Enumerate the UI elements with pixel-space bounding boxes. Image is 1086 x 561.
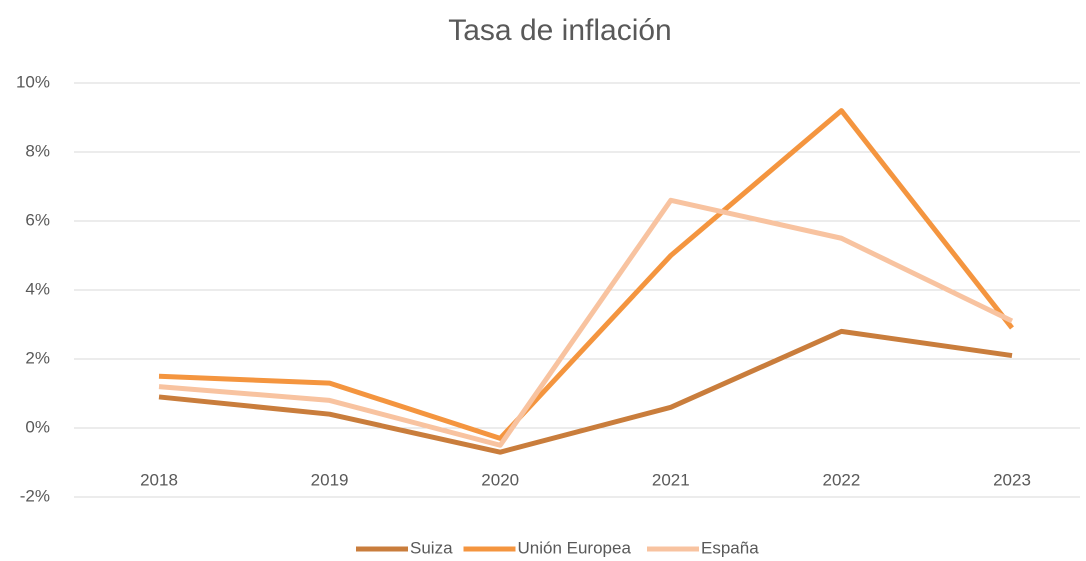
y-tick-label: 2% <box>25 348 50 367</box>
x-tick-label: 2019 <box>311 470 349 489</box>
y-tick-label: 8% <box>25 141 50 160</box>
y-tick-label: 4% <box>25 279 50 298</box>
x-tick-label: 2018 <box>140 470 178 489</box>
series-line <box>158 108 1014 441</box>
y-tick-label: -2% <box>20 486 50 505</box>
x-tick-label: 2020 <box>481 470 519 489</box>
y-tick-label: 6% <box>25 210 50 229</box>
series-line <box>158 328 1013 455</box>
chart-title: Tasa de inflación <box>448 14 671 47</box>
x-tick-label: 2021 <box>652 470 690 489</box>
legend-label: España <box>701 538 759 557</box>
legend-label: Suiza <box>410 538 453 557</box>
legend-label: Unión Europea <box>518 538 632 557</box>
series-line <box>158 197 1014 448</box>
y-tick-label: 0% <box>25 417 50 436</box>
x-tick-label: 2023 <box>993 470 1031 489</box>
x-tick-label: 2022 <box>822 470 860 489</box>
y-tick-label: 10% <box>16 72 50 91</box>
